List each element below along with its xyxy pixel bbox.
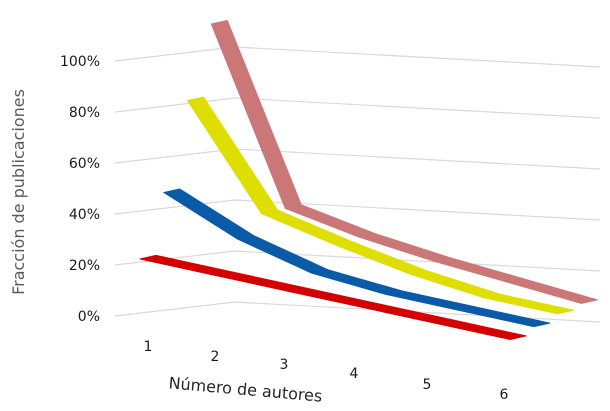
- series-ribbon-2: [163, 188, 551, 328]
- y-tick-labels: 0% 20% 40% 60% 80% 100%: [60, 54, 100, 325]
- gridline: [114, 46, 601, 68]
- x-tick-label: 6: [500, 387, 509, 403]
- y-tick-label: 80%: [69, 105, 100, 121]
- x-tick-label: 3: [280, 357, 289, 373]
- gridline: [114, 97, 601, 119]
- series-ribbon-3: [187, 96, 574, 315]
- gridline: [114, 301, 601, 323]
- series-ribbon-1: [139, 254, 527, 340]
- x-tick-label: 1: [144, 339, 153, 355]
- y-tick-label: 60%: [69, 156, 100, 172]
- series-ribbons: [139, 20, 598, 340]
- x-tick-label: 2: [211, 349, 220, 365]
- x-tick-label: 5: [423, 377, 432, 393]
- x-tick-labels: 1 2 3 4 5 6: [144, 339, 509, 403]
- y-tick-label: 100%: [60, 54, 100, 70]
- y-axis-label: Fracción de publicaciones: [9, 89, 28, 295]
- y-tick-label: 20%: [69, 258, 100, 274]
- x-axis-label: Número de autores: [168, 373, 323, 405]
- gridline: [114, 199, 601, 221]
- series-ribbon-4: [210, 20, 598, 304]
- y-tick-label: 0%: [78, 309, 100, 325]
- y-tick-label: 40%: [69, 207, 100, 223]
- x-tick-label: 4: [350, 366, 359, 382]
- gridline: [114, 148, 601, 170]
